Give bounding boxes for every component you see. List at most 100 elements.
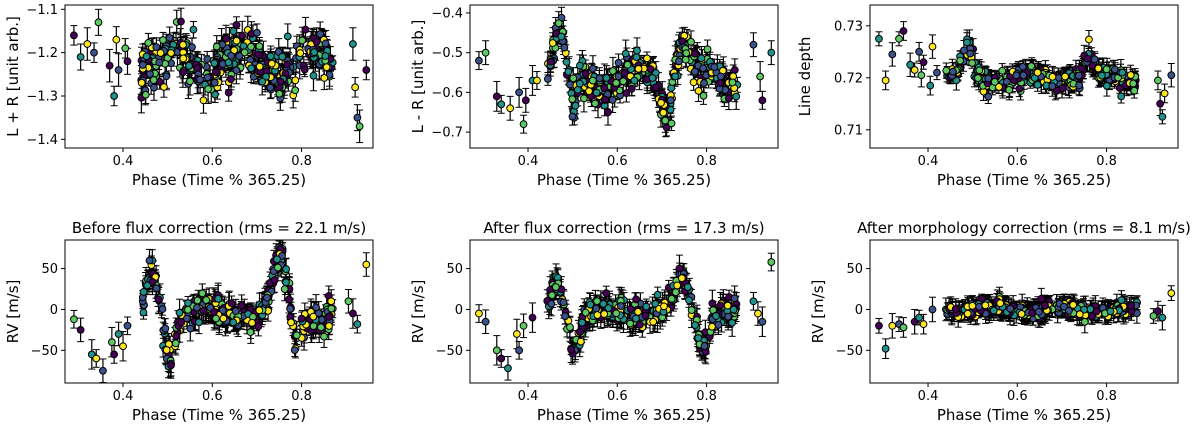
y-tick-label: −1.4	[26, 133, 58, 148]
data-point	[276, 77, 285, 86]
data-point	[1019, 71, 1028, 80]
data-point	[266, 83, 275, 92]
data-point	[1015, 84, 1024, 93]
x-tick-label: 0.6	[607, 154, 628, 169]
data-point	[258, 77, 267, 86]
data-point	[694, 86, 703, 95]
data-point	[185, 61, 193, 70]
data-point	[179, 54, 188, 63]
x-tick-label: 0.8	[291, 154, 312, 169]
data-point	[568, 112, 577, 121]
data-point	[232, 36, 241, 45]
data-point	[1085, 35, 1093, 44]
y-tick-label: 0.72	[834, 71, 863, 86]
data-point	[497, 100, 506, 109]
data-point	[585, 87, 593, 96]
data-point	[1048, 82, 1057, 91]
data-point	[1033, 80, 1042, 89]
data-point	[232, 21, 241, 29]
data-point	[506, 104, 515, 113]
data-point	[1018, 62, 1027, 71]
data-point	[910, 66, 919, 74]
data-point	[730, 66, 739, 74]
axes-frame	[64, 4, 374, 149]
data-point	[1115, 84, 1124, 92]
data-point	[321, 39, 330, 48]
y-tick-label: −1.2	[26, 46, 58, 61]
data-point	[267, 59, 276, 68]
data-point	[564, 67, 573, 76]
data-point	[1097, 71, 1106, 80]
data-point	[1129, 79, 1138, 88]
data-point	[203, 73, 212, 82]
y-tick-label: −1.1	[26, 3, 58, 18]
data-point	[614, 58, 623, 67]
data-point	[699, 91, 708, 100]
data-point	[634, 64, 643, 73]
data-point	[186, 77, 194, 86]
data-point	[167, 49, 175, 57]
data-point	[643, 54, 651, 63]
data-point	[749, 40, 758, 49]
axes-frame	[469, 4, 779, 149]
data-point	[569, 74, 578, 83]
data-point	[521, 96, 530, 105]
data-point	[533, 76, 541, 85]
data-point	[1052, 86, 1061, 95]
data-point	[1154, 76, 1162, 85]
data-point	[351, 83, 360, 92]
data-point	[758, 96, 767, 105]
data-point	[155, 58, 164, 67]
data-point	[666, 96, 675, 105]
data-point	[926, 81, 935, 90]
data-point	[609, 67, 617, 75]
data-point	[919, 58, 928, 67]
data-point	[310, 48, 319, 57]
data-point	[554, 19, 563, 28]
data-point	[657, 98, 665, 107]
data-point	[543, 75, 552, 83]
data-point	[475, 56, 483, 65]
x-tick-label: 0.4	[518, 154, 539, 169]
data-point	[716, 72, 725, 81]
data-point	[159, 83, 168, 91]
data-point	[632, 53, 641, 61]
data-point	[619, 77, 628, 86]
data-point	[211, 68, 220, 76]
data-point	[984, 74, 993, 83]
data-point	[621, 49, 630, 58]
data-point	[710, 63, 719, 71]
y-tick-label: −0.6	[431, 86, 463, 101]
data-point	[222, 34, 230, 43]
y-axis-label: L - R [unit arb.]	[409, 20, 427, 134]
data-point	[681, 55, 690, 64]
data-point	[600, 84, 609, 92]
data-point	[1005, 86, 1014, 94]
data-point	[667, 119, 676, 128]
data-point	[700, 79, 708, 87]
data-point	[928, 42, 937, 51]
data-point	[699, 64, 708, 73]
data-point	[204, 85, 213, 93]
data-point	[623, 60, 632, 69]
data-point	[278, 52, 287, 61]
data-point	[247, 64, 256, 73]
data-point	[316, 30, 325, 38]
data-point	[571, 101, 580, 110]
x-axis-label: Phase (Time % 365.25)	[132, 171, 306, 189]
data-point	[1094, 64, 1103, 73]
x-tick-label: 0.8	[696, 154, 717, 169]
data-points-group	[70, 240, 371, 383]
data-point	[998, 66, 1007, 75]
data-point	[557, 32, 566, 41]
data-points-group	[70, 7, 371, 144]
data-point	[1156, 99, 1165, 108]
y-tick-label: −0.7	[431, 126, 463, 141]
data-point	[575, 79, 584, 88]
data-point	[1061, 72, 1069, 81]
data-point	[353, 113, 362, 122]
data-point	[238, 31, 247, 40]
data-point	[300, 65, 309, 74]
data-point	[716, 79, 724, 87]
